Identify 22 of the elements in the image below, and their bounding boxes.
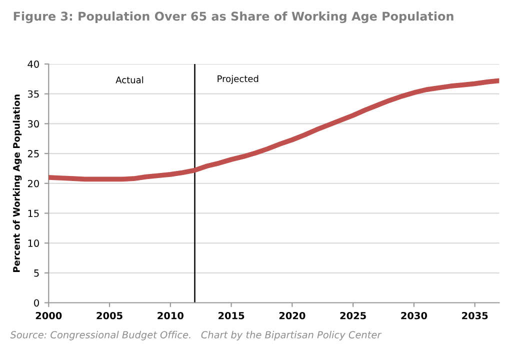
y-tick-label: 35: [28, 90, 39, 98]
x-tick-label: 2025: [340, 312, 366, 320]
y-tick-label: 20: [28, 180, 39, 188]
x-tick-label: 2010: [158, 312, 184, 320]
y-tick-label: 10: [28, 240, 39, 247]
annotation: Actual: [116, 76, 144, 84]
annotation: Projected: [218, 75, 258, 84]
y-tick-label: 0: [34, 299, 39, 307]
chart-title: Figure 3: Population Over 65 as Share of Working Age Population: [14, 11, 454, 24]
x-tick-label: 2020: [279, 312, 306, 320]
x-tick-label: 2005: [96, 312, 122, 320]
source-note: Source: Congressional Budget Office. Chart by the Bipartisan Policy Center: [10, 330, 382, 340]
y-tick-label: 25: [28, 150, 39, 158]
x-tick-label: 2000: [36, 312, 62, 320]
y-tick-label: 5: [34, 270, 39, 277]
y-tick-label: 30: [28, 120, 39, 128]
y-axis-title: Percent of Working Age Population: [12, 94, 22, 272]
x-tick-label: 2030: [401, 312, 428, 320]
y-tick-label: 40: [28, 60, 39, 68]
x-tick-label: 2035: [462, 312, 488, 320]
y-tick-label: 15: [28, 210, 39, 218]
x-tick-label: 2015: [218, 312, 244, 320]
